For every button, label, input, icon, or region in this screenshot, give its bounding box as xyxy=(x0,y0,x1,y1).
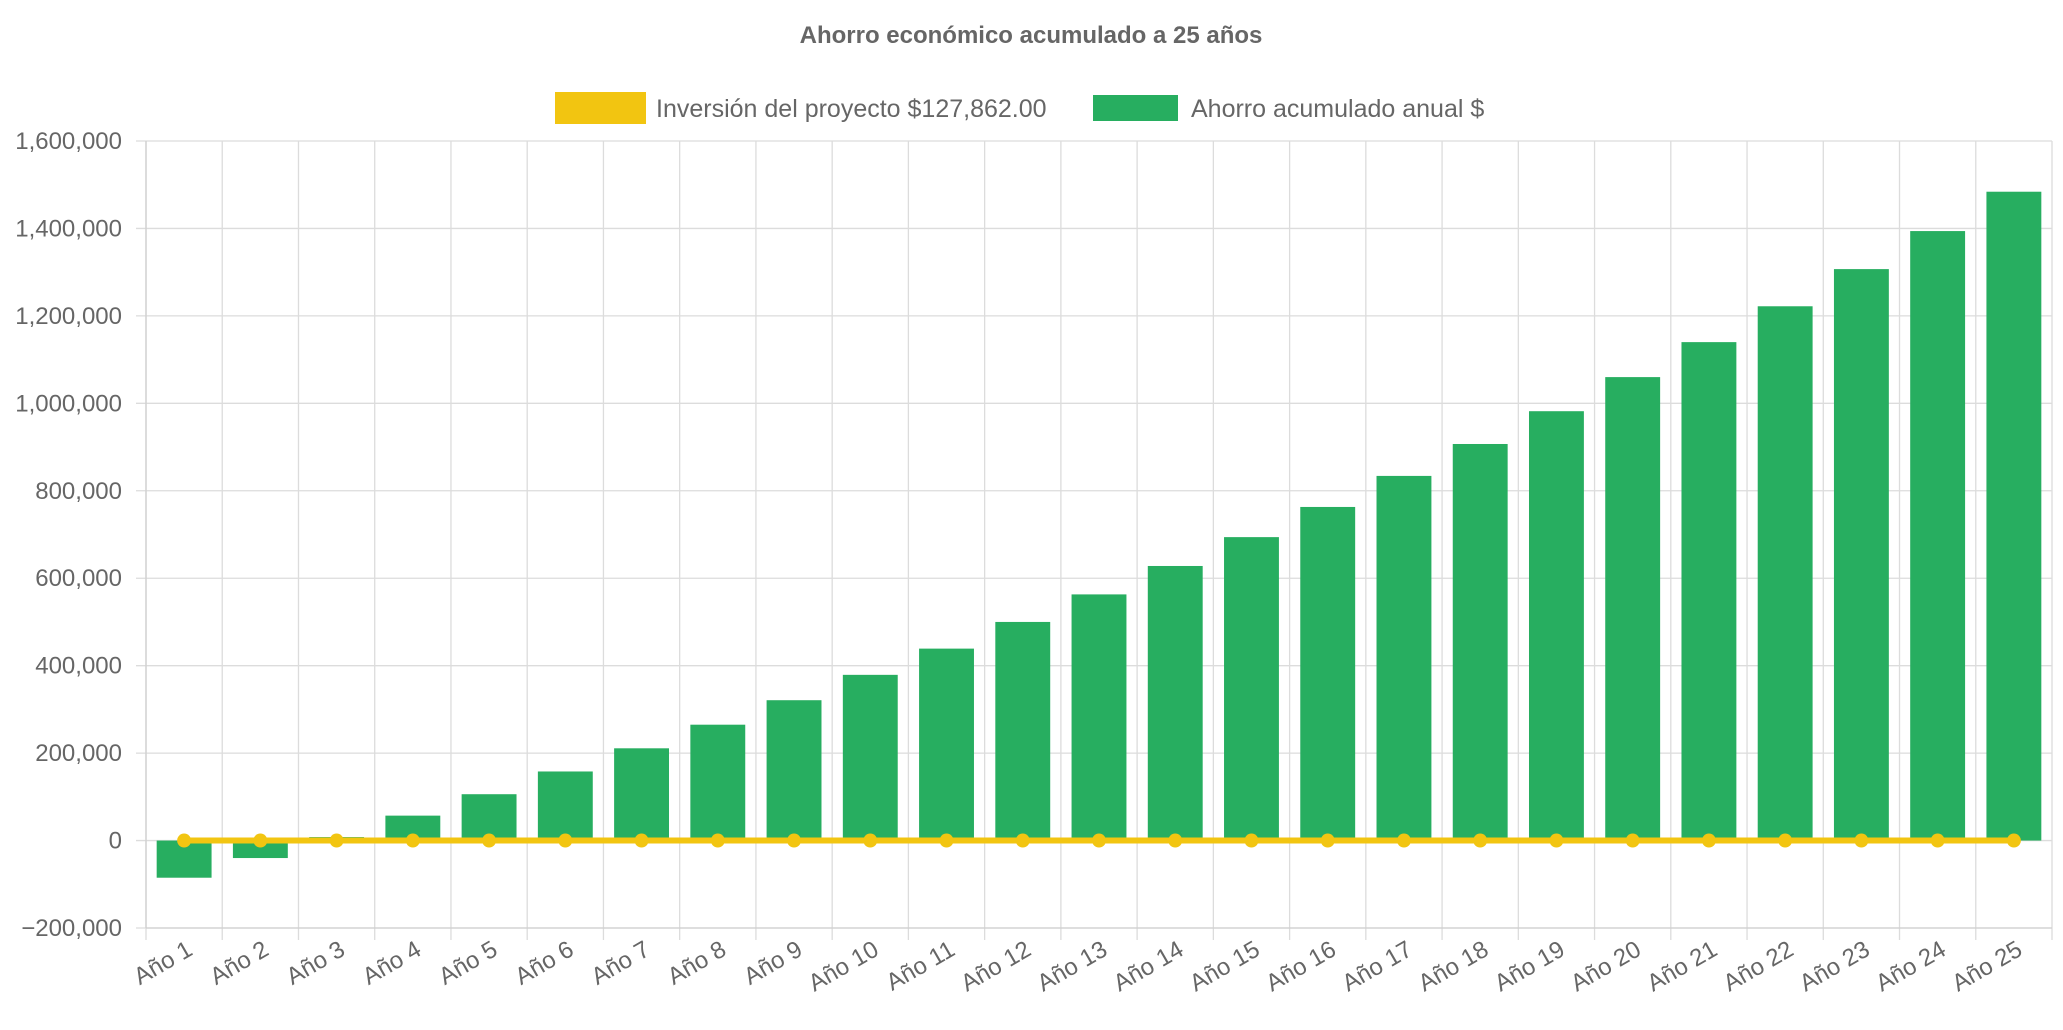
y-tick-label: 0 xyxy=(109,828,122,855)
x-tick-label: Año 9 xyxy=(739,936,807,991)
y-tick-label: 800,000 xyxy=(35,478,122,505)
x-tick-label: Año 11 xyxy=(882,936,960,997)
point-investment xyxy=(1168,833,1183,848)
point-investment xyxy=(2006,833,2021,848)
legend-swatch-investment[interactable] xyxy=(555,92,646,124)
point-investment xyxy=(482,833,497,848)
point-investment xyxy=(1778,833,1793,848)
x-tick-label: Año 2 xyxy=(206,936,274,991)
x-tick-label: Año 4 xyxy=(358,936,426,991)
x-tick-label: Año 12 xyxy=(956,936,1035,997)
legend-swatch-savings[interactable] xyxy=(1093,95,1178,121)
point-investment xyxy=(1092,833,1106,848)
bar-savings xyxy=(842,674,898,841)
y-axis: −200,000 0 200,000 400,000 600,000 800,000 1,0… xyxy=(15,128,147,942)
line-series-investment xyxy=(177,833,2021,848)
y-tick-label: 400,000 xyxy=(35,653,122,680)
x-tick-label: Año 16 xyxy=(1261,936,1340,997)
x-tick-label: Año 3 xyxy=(282,936,350,991)
bar-savings xyxy=(1833,269,1889,841)
point-investment xyxy=(939,833,954,848)
bar-savings xyxy=(1300,506,1356,841)
point-investment xyxy=(1396,833,1411,848)
x-tick-label: Año 23 xyxy=(1795,936,1874,997)
bar-savings xyxy=(766,700,822,841)
chart-title: Ahorro económico acumulado a 25 años xyxy=(800,22,1263,49)
bar-savings xyxy=(1605,377,1661,841)
x-tick-label: Año 5 xyxy=(434,936,502,991)
point-investment xyxy=(863,833,878,848)
point-investment xyxy=(177,833,192,848)
point-investment xyxy=(1473,833,1488,848)
x-tick-label: Año 19 xyxy=(1490,936,1569,997)
y-tick-label: −200,000 xyxy=(21,915,122,942)
y-tick-label: 1,600,000 xyxy=(15,128,122,155)
x-tick-label: Año 21 xyxy=(1643,936,1722,997)
x-tick-label: Año 24 xyxy=(1871,936,1950,997)
x-tick-label: Año 7 xyxy=(587,936,655,991)
bar-savings xyxy=(1147,565,1203,841)
point-investment xyxy=(1854,833,1869,848)
bar-savings xyxy=(1986,191,2042,841)
y-tick-label: 1,400,000 xyxy=(15,215,122,242)
bar-savings xyxy=(1376,475,1432,841)
point-investment xyxy=(1244,833,1259,848)
x-tick-label: Año 10 xyxy=(804,936,883,997)
x-tick-label: Año 18 xyxy=(1414,936,1493,997)
bar-savings xyxy=(614,748,670,841)
bar-savings xyxy=(1452,443,1508,841)
y-tick-label: 1,000,000 xyxy=(15,390,122,417)
bar-savings xyxy=(537,771,593,841)
point-investment xyxy=(1015,833,1030,848)
x-tick-label: Año 6 xyxy=(511,936,579,991)
chart-legend[interactable]: Inversión del proyecto $127,862.00 Ahorr… xyxy=(555,92,1484,124)
legend-label-savings[interactable]: Ahorro acumulado anual $ xyxy=(1191,95,1484,123)
bar-savings xyxy=(919,648,974,841)
bar-savings xyxy=(1224,537,1279,841)
bar-series-savings xyxy=(156,191,2042,878)
bar-savings xyxy=(461,794,517,841)
point-investment xyxy=(1320,833,1335,848)
point-investment xyxy=(1625,833,1640,848)
x-tick-label: Año 25 xyxy=(1947,936,2026,997)
point-investment xyxy=(329,833,344,848)
y-tick-label: 600,000 xyxy=(35,565,122,592)
x-tick-label: Año 14 xyxy=(1109,936,1188,997)
y-tick-label: 200,000 xyxy=(35,740,122,767)
bar-savings xyxy=(1910,231,1966,841)
x-tick-label: Año 13 xyxy=(1033,936,1112,997)
x-tick-label: Año 17 xyxy=(1338,936,1417,997)
bar-savings xyxy=(690,724,746,841)
bar-savings xyxy=(232,840,288,859)
x-tick-label: Año 22 xyxy=(1719,936,1798,997)
x-tick-label: Año 8 xyxy=(663,936,731,991)
point-investment xyxy=(558,833,573,848)
bar-savings xyxy=(1071,594,1127,841)
bar-savings xyxy=(1681,342,1737,841)
point-investment xyxy=(405,833,420,848)
point-investment xyxy=(1549,833,1564,848)
point-investment xyxy=(1701,833,1716,848)
legend-label-investment[interactable]: Inversión del proyecto $127,862.00 xyxy=(656,95,1047,123)
x-tick-label: Año 15 xyxy=(1185,936,1264,997)
x-axis: Año 1 Año 2 Año 3 Año 4 Año 5 Año 6 Año 7 Año 8… xyxy=(129,927,2052,997)
point-investment xyxy=(710,833,725,848)
point-investment xyxy=(787,833,802,848)
y-tick-label: 1,200,000 xyxy=(15,303,122,330)
grid-lines xyxy=(136,140,2053,940)
bar-savings xyxy=(1528,411,1584,841)
bar-savings xyxy=(995,621,1051,841)
bar-savings xyxy=(1757,306,1813,841)
point-investment xyxy=(1930,833,1945,848)
point-investment xyxy=(253,833,268,848)
x-tick-label: Año 1 xyxy=(129,936,197,991)
point-investment xyxy=(634,833,649,848)
x-tick-label: Año 20 xyxy=(1566,936,1645,997)
